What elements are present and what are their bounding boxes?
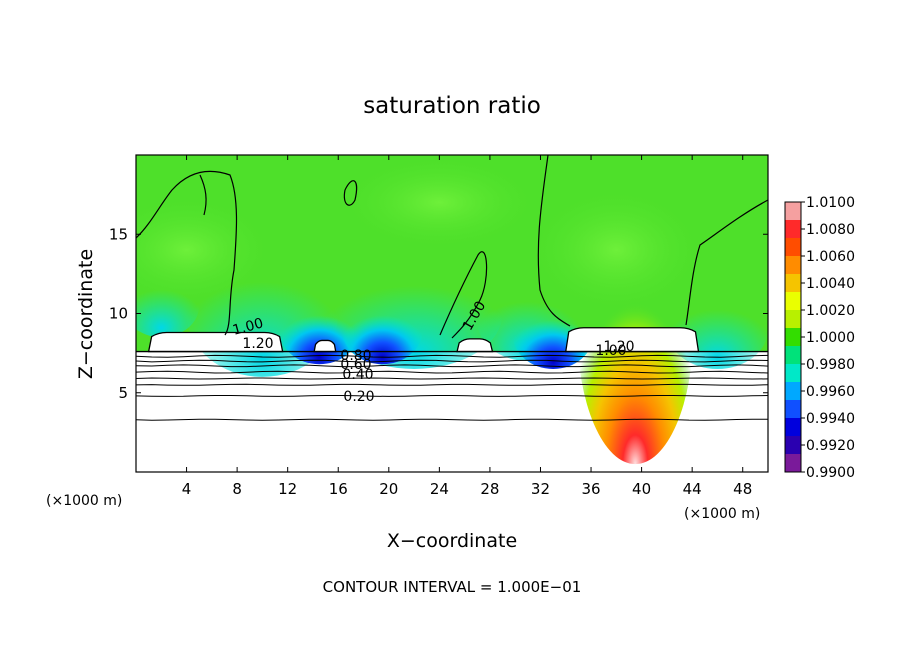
plot-area: 1.200.800.600.400.201.00 1.001.201.00 [136,155,768,472]
y-axis: 5 10 15 [109,225,768,402]
colorbar-swatch [785,274,801,293]
saturated-region [456,338,494,353]
saturated-region [147,331,284,353]
colorbar-swatch [785,220,801,239]
x-tick-label: 40 [632,480,651,498]
contour-label: 1.20 [242,336,273,352]
contour-line [537,155,571,327]
contour-line [136,359,768,363]
contour-line [685,199,768,326]
x-tick-label: 16 [329,480,348,498]
contour-line [136,370,768,374]
x-tick-label: 44 [683,480,702,498]
colorbar-tick-label: 1.0100 [806,195,855,211]
contour-line [136,383,768,386]
colorbar-tick-label: 1.0000 [806,330,855,346]
colorbar-tick-label: 0.9960 [806,384,855,400]
x-tick-label: 28 [480,480,499,498]
contour-label: 0.80 [340,348,371,364]
y-axis-title: Z−coordinate [75,249,97,379]
contour-line [439,251,488,339]
contour-label: 1.00 [595,343,626,359]
colorbar-tick-label: 1.0080 [806,222,855,238]
x-tick-label: 8 [232,480,242,498]
subsaturation-minimum [342,294,423,365]
contour-line [136,364,768,368]
colorbar-swatch [785,256,801,275]
colorbar-tick-label: 1.0060 [806,249,855,265]
contour-line [136,418,768,421]
colorbar-swatch [785,310,801,329]
x-units-right: (×1000 m) [684,506,760,522]
colorbar-tick-label: 0.9920 [806,438,855,454]
contour-label: 1.00 [231,315,265,339]
colorbar-swatch [785,454,801,473]
colorbar: 1.0100 1.0080 1.0060 1.0040 1.0020 1.0000 0.99… [784,195,855,481]
field-patch [136,273,200,338]
contour-label: 1.20 [603,339,634,355]
contour-line [136,377,768,380]
colorbar-swatch [785,364,801,383]
colorbar-tick-label: 1.0020 [806,303,855,319]
y-tick-label: 15 [109,225,128,243]
x-tick-label: 20 [379,480,398,498]
x-tick-label: 24 [430,480,449,498]
colorbar-tick-label: 0.9980 [806,357,855,373]
x-tick-label: 48 [733,480,752,498]
y-tick-label: 10 [109,305,128,323]
x-tick-label: 4 [182,480,192,498]
colorbar-swatch [785,292,801,311]
colorbar-swatch [785,400,801,419]
colorbar-tick-label: 0.9940 [806,411,855,427]
colorbar-swatch [785,436,801,455]
colorbar-tick-label: 1.0040 [806,276,855,292]
colorbar-swatch [785,238,801,257]
colorbar-swatch [785,202,801,221]
x-axis: 4 8 12 16 20 24 28 32 36 40 44 48 [182,155,752,498]
x-tick-label: 32 [531,480,550,498]
x-tick-label: 12 [278,480,297,498]
contour-line [343,180,358,206]
colorbar-swatch [785,418,801,437]
x-tick-label: 36 [581,480,600,498]
contour-line [136,354,768,358]
contour-line [136,395,768,397]
contour-line [136,170,238,336]
x-axis-title: X−coordinate [387,530,517,552]
chart-title: saturation ratio [363,93,541,119]
y-tick-label: 5 [118,384,128,402]
colorbar-swatch [785,328,801,347]
contour-label: 0.40 [342,367,373,383]
contour-interval-note: CONTOUR INTERVAL = 1.000E−01 [323,578,582,596]
colorbar-swatch [785,346,801,365]
contour-label: 0.20 [343,389,374,405]
colorbar-tick-label: 0.9900 [806,465,855,481]
saturated-region [313,339,337,353]
contour-line [199,174,207,216]
saturated-region [565,327,700,353]
x-units-left: (×1000 m) [46,493,122,509]
colorbar-swatch [785,382,801,401]
subsaturation-minimum [278,294,360,365]
field-patch [338,155,541,251]
contour-label: 0.60 [340,357,371,373]
